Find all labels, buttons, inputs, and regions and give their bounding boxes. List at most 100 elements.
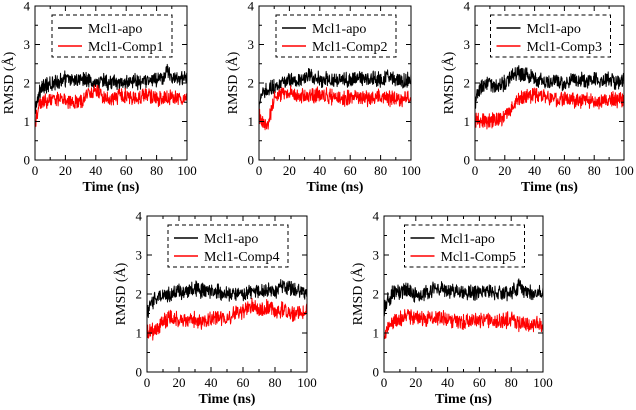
- legend-label: Mcl1-Comp4: [204, 250, 279, 265]
- legend: Mcl1-apo Mcl1-Comp1: [51, 14, 173, 58]
- x-tick-label: 100: [297, 375, 317, 390]
- series-line-mcl1-comp3: [474, 87, 625, 130]
- y-tick-label: 0: [136, 365, 143, 380]
- legend-label: Mcl1-apo: [204, 232, 258, 247]
- y-tick-label: 3: [248, 37, 255, 52]
- y-axis-label: RMSD (Å): [113, 262, 129, 325]
- x-tick-label: 100: [533, 375, 553, 390]
- x-tick-label: 20: [59, 163, 72, 178]
- x-tick-label: 100: [614, 163, 634, 178]
- chart-panel-2: 0 20 40 60 80 100 0 1 2 3 4 Time (ns) RMSD (Å) Mcl1-a…: [225, 0, 421, 195]
- legend-label: Mcl1-Comp2: [312, 40, 387, 55]
- series-line-mcl1-apo: [383, 278, 544, 317]
- legend-label: Mcl1-Comp5: [441, 250, 516, 265]
- x-axis-label: Time (ns): [199, 392, 256, 407]
- y-tick-label: 1: [464, 114, 471, 129]
- y-tick-label: 4: [248, 0, 255, 14]
- series-line-mcl1-comp1: [34, 84, 188, 130]
- x-tick-label: 20: [173, 375, 186, 390]
- y-axis-label: RMSD (Å): [441, 51, 457, 114]
- y-tick-label: 4: [136, 209, 143, 224]
- y-axis-label: RMSD (Å): [1, 51, 17, 114]
- y-tick-label: 2: [24, 76, 31, 91]
- series-line-mcl1-comp2: [258, 85, 412, 131]
- y-tick-label: 1: [248, 114, 255, 129]
- series-line-mcl1-apo: [474, 65, 625, 109]
- x-tick-label: 80: [588, 163, 601, 178]
- x-tick-label: 20: [409, 375, 422, 390]
- x-tick-label: 80: [505, 375, 518, 390]
- y-tick-label: 4: [373, 209, 380, 224]
- legend-label: Mcl1-apo: [441, 232, 495, 247]
- x-tick-label: 40: [441, 375, 454, 390]
- legend: Mcl1-apo Mcl1-Comp5: [404, 224, 525, 268]
- x-tick-label: 100: [401, 163, 421, 178]
- y-tick-label: 3: [373, 248, 380, 263]
- x-tick-label: 0: [472, 163, 479, 178]
- legend: Mcl1-apo Mcl1-Comp4: [167, 224, 289, 268]
- legend-box: [404, 224, 525, 268]
- legend-label: Mcl1-apo: [527, 22, 581, 37]
- x-tick-label: 80: [150, 163, 163, 178]
- x-tick-label: 0: [144, 375, 151, 390]
- x-tick-label: 40: [528, 163, 541, 178]
- y-axis-label: RMSD (Å): [350, 262, 366, 325]
- x-tick-label: 100: [177, 163, 197, 178]
- x-axis-label: Time (ns): [83, 180, 140, 195]
- x-tick-label: 0: [256, 163, 263, 178]
- x-tick-label: 40: [313, 163, 326, 178]
- y-tick-label: 1: [24, 114, 31, 129]
- y-axis-label: RMSD (Å): [225, 51, 241, 114]
- chart-panel-1: 0 20 40 60 80 100 0 1 2 3 4 Time (ns) RMSD (Å) Mcl1-a…: [1, 0, 197, 195]
- y-tick-label: 2: [464, 76, 471, 91]
- y-tick-label: 0: [24, 153, 31, 168]
- x-tick-label: 40: [89, 163, 102, 178]
- legend-label: Mcl1-apo: [88, 22, 142, 37]
- y-tick-label: 4: [464, 0, 471, 14]
- x-tick-label: 60: [558, 163, 571, 178]
- x-axis-label: Time (ns): [307, 180, 364, 195]
- y-tick-label: 0: [248, 153, 255, 168]
- x-tick-label: 0: [32, 163, 39, 178]
- series-line-mcl1-apo: [258, 68, 412, 118]
- y-tick-label: 3: [24, 37, 31, 52]
- legend-box: [490, 14, 611, 58]
- y-tick-label: 0: [373, 365, 380, 380]
- x-tick-label: 60: [120, 163, 133, 178]
- series-line-mcl1-apo: [146, 279, 308, 318]
- chart-panel-5: 0 20 40 60 80 100 0 1 2 3 4 Time (ns) RMSD (Å) Mcl1-a…: [350, 209, 553, 408]
- y-tick-label: 3: [136, 248, 143, 263]
- legend: Mcl1-apo Mcl1-Comp2: [275, 14, 397, 58]
- y-tick-label: 3: [464, 37, 471, 52]
- x-tick-label: 60: [344, 163, 357, 178]
- series-line-mcl1-apo: [34, 63, 188, 115]
- legend-box: [275, 14, 397, 58]
- legend-box: [167, 224, 289, 268]
- x-axis-label: Time (ns): [435, 392, 492, 407]
- chart-panel-4: 0 20 40 60 80 100 0 1 2 3 4 Time (ns) RMSD (Å) Mcl1-a…: [113, 209, 317, 408]
- series-line-mcl1-comp4: [146, 297, 308, 341]
- legend-label: Mcl1-apo: [312, 22, 366, 37]
- legend-label: Mcl1-Comp3: [527, 40, 602, 55]
- chart-panel-3: 0 20 40 60 80 100 0 1 2 3 4 Time (ns) RMSD (Å) Mcl1-a…: [441, 0, 634, 195]
- x-tick-label: 40: [205, 375, 218, 390]
- legend: Mcl1-apo Mcl1-Comp3: [490, 14, 611, 58]
- y-tick-label: 2: [248, 76, 255, 91]
- y-tick-label: 1: [373, 326, 380, 341]
- legend-label: Mcl1-Comp1: [88, 40, 163, 55]
- x-tick-label: 20: [283, 163, 296, 178]
- x-tick-label: 60: [473, 375, 486, 390]
- x-tick-label: 20: [498, 163, 511, 178]
- x-tick-label: 80: [269, 375, 282, 390]
- x-tick-label: 0: [381, 375, 388, 390]
- y-tick-label: 2: [373, 287, 380, 302]
- x-tick-label: 80: [374, 163, 387, 178]
- y-tick-label: 1: [136, 326, 143, 341]
- x-axis-label: Time (ns): [521, 180, 578, 195]
- y-tick-label: 4: [24, 0, 31, 14]
- x-tick-label: 60: [237, 375, 250, 390]
- legend-box: [51, 14, 173, 58]
- series-line-mcl1-comp5: [383, 308, 544, 340]
- y-tick-label: 2: [136, 287, 143, 302]
